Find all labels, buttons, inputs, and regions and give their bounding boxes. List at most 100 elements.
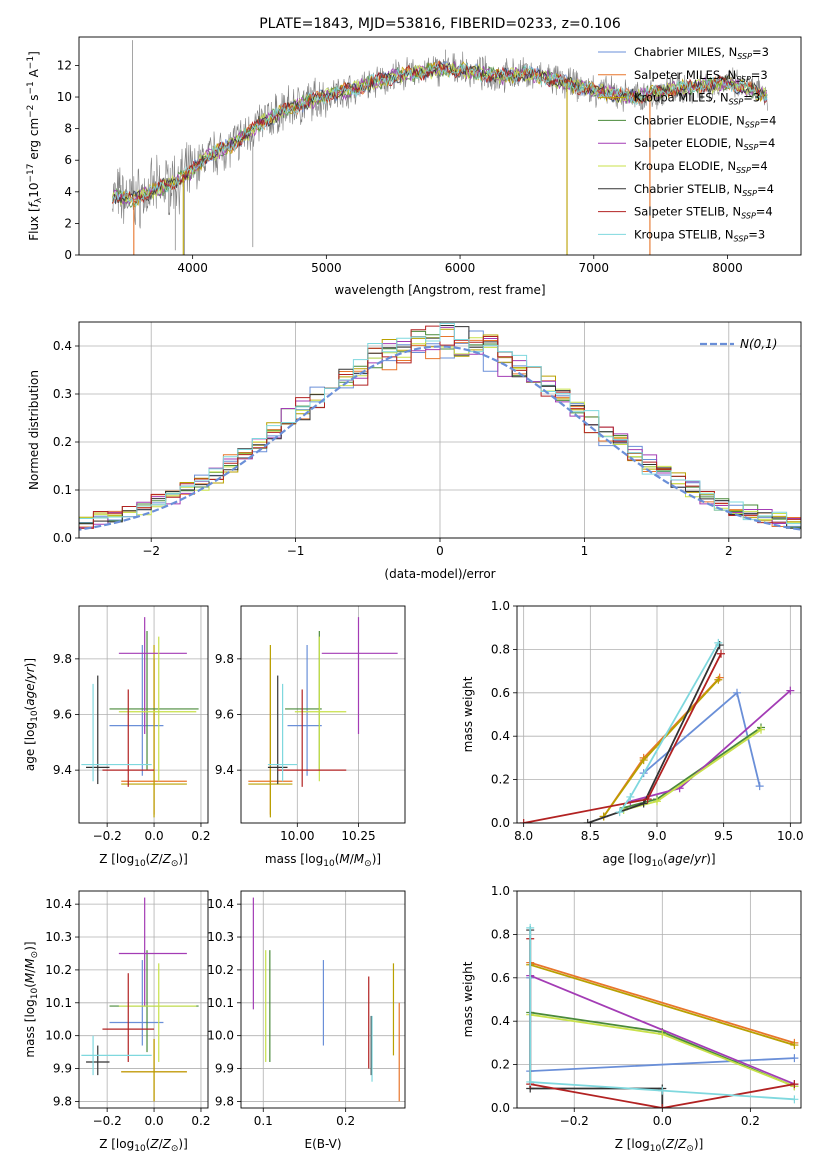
residuals-ytick-label: 0.3	[53, 387, 72, 401]
residuals-xtick-label: 0	[436, 544, 444, 558]
mass_weight_vs_z-ytick-label: 0.2	[491, 1058, 510, 1072]
residuals-axes: −2 −1 0 1 2 0.0 0.1 0.2 0.3 0.4	[53, 321, 802, 558]
mass_weight_vs_age-xtick-label: 9.0	[647, 829, 666, 843]
residuals-ytick-label: 0.0	[53, 531, 72, 545]
age_vs_z-ytick-label: 9.8	[53, 652, 72, 666]
mass_weight_vs_age-ytick-label: 0.4	[491, 729, 510, 743]
mass_weight_vs_z-ytick-label: 0.0	[491, 1101, 510, 1115]
residuals-xtick-label: −1	[287, 544, 305, 558]
mass_vs_z-grid	[79, 891, 208, 1108]
mass_weight_vs_age-grid	[517, 605, 801, 824]
mass_weight_vs_z-line-salpeter_miles	[529, 961, 795, 1044]
legend-label-salpeter_miles: Salpeter MILES, NSSP=3	[634, 68, 768, 84]
mass_weight_vs_age-ytick-label: 0.0	[491, 816, 510, 830]
mass_weight_vs_age-ytick-label: 0.2	[491, 773, 510, 787]
spectrum-model-salpeter_stelib	[112, 60, 768, 205]
mass_weight_vs_age-xtick-label: 10.0	[777, 829, 804, 843]
mass_weight_vs_age-line-chabrier_elodie	[623, 726, 762, 809]
mass_vs_z-ytick-label: 10.4	[45, 897, 72, 911]
spectrum-frame	[78, 36, 802, 256]
mass_weight_vs_z-xtick-label: 0.2	[741, 1114, 760, 1128]
age_vs_z-ylabel: age [log10(age/yr)]	[23, 658, 40, 771]
legend-gaussian-label: N(0,1)	[740, 337, 777, 351]
spectrum-ytick-label: 10	[57, 90, 72, 104]
mass_weight_vs_z-ytick-label: 0.6	[491, 971, 510, 985]
spectrum-xtick-label: 4000	[177, 261, 208, 275]
residuals-xtick-label: 2	[725, 544, 733, 558]
residuals-xtick-label: 1	[581, 544, 589, 558]
age_vs_mass-ytick-label: 9.8	[215, 652, 234, 666]
mass_weight_vs_age-axes: 8.0 8.5 9.0 9.5 10.0 0.0 0.2 0.4 0.6 0.8 1.0	[491, 599, 804, 843]
mass_vs_ebv-xtick-label: 0.1	[254, 1114, 273, 1128]
residuals-ylabel: Normed distribution	[27, 370, 41, 490]
mass_weight_vs_z-grid	[517, 890, 801, 1109]
age_vs_mass-xtick-label: 10.25	[341, 829, 375, 843]
mass_vs_ebv-ytick-label: 9.8	[215, 1094, 234, 1108]
residuals-ytick-label: 0.4	[53, 339, 72, 353]
mass_vs_z-xlabel: Z [log10(Z/Z⊙)]	[99, 1137, 188, 1154]
spectrum-ytick-label: 2	[64, 216, 72, 230]
mass_weight_vs_age-marker-salpeter_stelib	[519, 819, 528, 823]
chart-title: PLATE=1843, MJD=53816, FIBERID=0233, z=0…	[259, 16, 621, 32]
mass_weight_vs_age-line-salpeter_stelib	[523, 653, 722, 823]
mass_vs_z-frame	[78, 890, 209, 1109]
mass_weight_vs_z-line-salpeter_elodie	[529, 974, 795, 1085]
mass_weight_vs_z-ylabel: mass weight	[461, 961, 475, 1037]
mass_vs_ebv-plot	[252, 897, 400, 1102]
mass_weight_vs_age-line-kroupa_stelib	[618, 642, 720, 813]
mass_vs_z-ytick-label: 10.0	[45, 1029, 72, 1043]
age_vs_mass-frame	[240, 605, 406, 824]
spectrum-ytick-label: 0	[64, 248, 72, 262]
histogram-kroupa_stelib	[79, 323, 801, 525]
mass_weight_vs_z-marker-kroupa_stelib	[526, 1077, 535, 1086]
age_vs_z-xlabel: Z [log10(Z/Z⊙)]	[99, 852, 188, 869]
mass_weight_vs_age-marker-kroupa_stelib	[626, 792, 635, 801]
age_vs_mass-ytick-label: 9.4	[215, 763, 234, 777]
legend-label-chabrier_stelib: Chabrier STELIB, NSSP=4	[634, 182, 774, 198]
age_vs_mass-grid	[241, 606, 405, 823]
mass_weight_vs_age-marker-chabrier_miles	[733, 688, 741, 697]
spectrum-ytick-label: 12	[57, 58, 72, 72]
residuals-xlabel: (data-model)/error	[384, 567, 495, 581]
spectrum-ytick-label: 4	[64, 185, 72, 199]
mass_weight_vs_z-marker-kroupa_elodie	[658, 1030, 667, 1039]
mass_weight_vs_age-marker-chabrier_miles	[755, 782, 764, 791]
mass_weight_vs_z-marker-kroupa_miles	[790, 1041, 799, 1050]
mass_weight_vs_age-marker-kroupa_stelib	[615, 808, 624, 817]
mass_vs_z-ytick-label: 10.2	[45, 963, 72, 977]
mass_vs_ebv-grid	[241, 891, 405, 1108]
spectrum-plot	[112, 40, 768, 255]
mass_weight_vs_age-xlabel: age [log10(age/yr)]	[602, 852, 715, 869]
mass_weight_vs_age-frame	[516, 605, 802, 824]
mass_weight_vs_age-xtick-label: 8.0	[514, 829, 533, 843]
mass_weight_vs_age-ytick-label: 0.8	[491, 642, 510, 656]
residuals-xtick-label: −2	[142, 544, 160, 558]
age_vs_z-axes: −0.2 0.0 0.2 9.4 9.6 9.8	[53, 605, 211, 843]
spectrum-ytick-label: 8	[64, 122, 72, 136]
gaussian-curve	[79, 345, 801, 531]
mass_vs_ebv-frame	[240, 890, 406, 1109]
spectrum-xtick-label: 6000	[445, 261, 476, 275]
mass_weight_vs_age-marker-kroupa_miles	[714, 675, 723, 684]
age_vs_z-xtick-label: 0.0	[145, 829, 164, 843]
mass_vs_z-ylabel: mass [log10(M/M⊙)]	[23, 941, 40, 1057]
mass_weight_vs_age-plot	[519, 638, 795, 823]
mass_vs_ebv-xtick-label: 0.2	[336, 1114, 355, 1128]
residuals-ytick-label: 0.1	[53, 483, 72, 497]
mass_vs_ebv-xlabel: E(B-V)	[304, 1137, 341, 1151]
mass_weight_vs_z-frame	[516, 890, 802, 1109]
mass_vs_ebv-ytick-label: 10.0	[207, 1029, 234, 1043]
legend-label-chabrier_elodie: Chabrier ELODIE, NSSP=4	[634, 113, 776, 129]
mass_weight_vs_z-ytick-label: 0.8	[491, 927, 510, 941]
mass_weight_vs_age-marker-salpeter_elodie	[786, 686, 795, 695]
residuals-plot	[79, 323, 801, 531]
age_vs_z-ytick-label: 9.4	[53, 763, 72, 777]
mass_weight_vs_age-marker-kroupa_elodie	[757, 725, 765, 734]
mass_vs_z-ytick-label: 9.8	[53, 1094, 72, 1108]
residuals-ytick-label: 0.2	[53, 435, 72, 449]
legend-label-salpeter_elodie: Salpeter ELODIE, NSSP=4	[634, 136, 775, 152]
mass_vs_z-ytick-label: 10.3	[45, 930, 72, 944]
mass_weight_vs_z-marker-salpeter_stelib	[790, 1080, 799, 1089]
spectrum-axes: 4000 5000 6000 7000 8000 0 2 4 6 8 10 12	[57, 36, 802, 275]
